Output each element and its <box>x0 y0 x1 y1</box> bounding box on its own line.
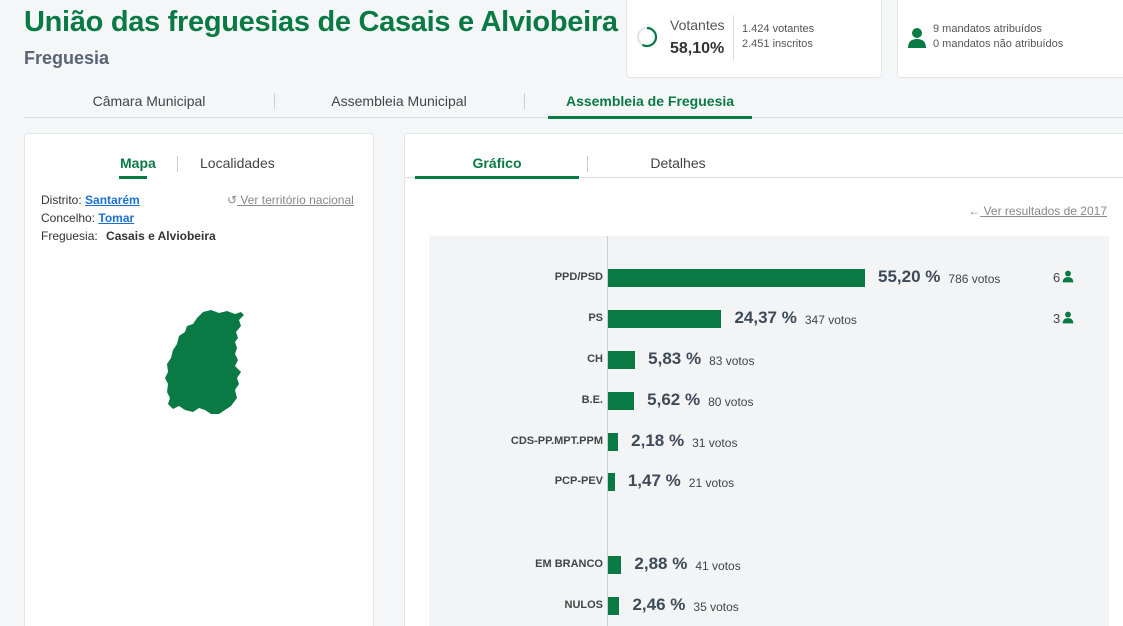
distrito-label: Distrito: <box>41 193 82 207</box>
page-subtitle: Freguesia <box>24 48 110 68</box>
bar-label: PS <box>588 312 603 324</box>
subtab-divider <box>405 177 1123 178</box>
concelho-label: Concelho: <box>41 211 96 225</box>
tab-grafico[interactable]: Gráfico <box>472 155 522 171</box>
tab-localidades[interactable]: Localidades <box>200 155 275 171</box>
bar-label: NULOS <box>564 599 604 611</box>
person-icon <box>908 28 926 48</box>
bar[interactable] <box>608 351 636 369</box>
bar-label: PCP-PEV <box>554 475 603 487</box>
bar[interactable] <box>608 310 722 328</box>
mandatos-card: 9 mandatos atribuídos 0 mandatos não atr… <box>897 0 1123 78</box>
chart-axis <box>607 236 608 626</box>
bar[interactable] <box>608 597 620 615</box>
freguesia-label: Freguesia: <box>41 229 98 243</box>
votantes-count: 1.424 votantes <box>742 23 815 35</box>
bar-value-label: 5,62 % <box>647 390 701 409</box>
tab-detalhes[interactable]: Detalhes <box>650 155 706 171</box>
bar-value-label: 55,20 % <box>878 267 941 286</box>
bar-value-label: 2,46 % <box>632 595 686 614</box>
bar-value-label: 24,37 % <box>734 308 797 327</box>
results-panel: Gráfico Detalhes ← Ver resultados de 201… <box>404 133 1123 626</box>
bar-value-label: 2,88 % <box>634 554 688 573</box>
tab-assembleia-freguesia[interactable]: Assembleia de Freguesia <box>548 88 752 119</box>
turnout-ring-icon <box>636 26 658 48</box>
tab-mapa[interactable]: Mapa <box>120 155 156 171</box>
bar-votes-label: 786 votos <box>948 272 1001 286</box>
national-territory-link-label: Ver território nacional <box>240 193 354 207</box>
bar-seats-count: 6 <box>1053 270 1061 285</box>
bar-seats-count: 3 <box>1053 311 1061 326</box>
bar-label: CDS-PP.MPT.PPM <box>510 435 603 447</box>
bar[interactable] <box>608 269 865 287</box>
bar-label: EM BRANCO <box>535 558 603 570</box>
bar-votes-label: 83 votos <box>709 354 755 368</box>
concelho-link[interactable]: Tomar <box>98 211 135 225</box>
tab-grafico-underline <box>415 176 579 179</box>
bar-votes-label: 41 votos <box>695 559 741 573</box>
tab-separator <box>274 93 275 109</box>
freguesia-map[interactable] <box>165 306 245 416</box>
votantes-percentage: 58,10% <box>670 40 725 57</box>
bar-votes-label: 35 votos <box>693 600 739 614</box>
distrito-link[interactable]: Santarém <box>85 193 140 207</box>
person-icon <box>1062 270 1074 283</box>
bar[interactable] <box>608 392 635 410</box>
bar[interactable] <box>608 556 622 574</box>
page-title: União das freguesias de Casais e Alviobe… <box>24 6 618 38</box>
bar-votes-label: 21 votos <box>688 476 735 490</box>
mandatos-atribuidos: 9 mandatos atribuídos <box>933 23 1042 35</box>
bar-votes-label: 347 votos <box>804 313 857 327</box>
votantes-label: Votantes <box>670 17 725 33</box>
bar[interactable] <box>608 473 615 491</box>
results-chart: PPD/PSD 55,20 % 786 votos 6 PS 24,37 % 347 vot… <box>429 236 1109 626</box>
election-tabs: Câmara Municipal Assembleia Municipal As… <box>24 88 1123 119</box>
previous-results-link[interactable]: ← Ver resultados de 2017 <box>968 204 1107 218</box>
person-icon <box>1062 311 1074 324</box>
bar-label: B.E. <box>581 394 603 406</box>
undo-icon: ↺ <box>227 193 238 207</box>
tab-separator <box>587 156 588 172</box>
tab-camara-municipal[interactable]: Câmara Municipal <box>92 93 206 109</box>
votantes-divider <box>733 15 734 61</box>
bar-label: PPD/PSD <box>554 271 603 283</box>
bar-label: CH <box>587 353 603 365</box>
tab-mapa-underline <box>119 176 147 179</box>
tab-assembleia-municipal[interactable]: Assembleia Municipal <box>331 93 467 109</box>
bar-value-label: 5,83 % <box>648 349 702 368</box>
freguesia-map-shape[interactable] <box>165 310 244 414</box>
tab-separator <box>524 93 525 109</box>
bar-value-label: 2,18 % <box>631 431 685 450</box>
national-territory-link[interactable]: ↺ Ver território nacional <box>227 193 354 207</box>
bar[interactable] <box>608 433 619 451</box>
inscritos-count: 2.451 inscritos <box>742 38 813 50</box>
votantes-card: Votantes 58,10% 1.424 votantes 2.451 ins… <box>626 0 882 78</box>
bar-votes-label: 31 votos <box>692 436 738 450</box>
arrow-left-icon: ← <box>968 204 981 218</box>
tab-separator <box>177 156 178 172</box>
concelho-row: Concelho: Tomar <box>41 211 134 225</box>
mandatos-nao-atribuidos: 0 mandatos não atribuídos <box>933 38 1064 50</box>
bar-seats: 6 <box>1053 270 1074 285</box>
previous-results-link-label: Ver resultados de 2017 <box>983 204 1107 218</box>
bar-seats: 3 <box>1053 311 1074 326</box>
freguesia-value: Casais e Alviobeira <box>106 229 216 243</box>
freguesia-row: Freguesia: Casais e Alviobeira <box>41 229 216 243</box>
bar-votes-label: 80 votos <box>708 395 754 409</box>
distrito-row: Distrito: Santarém <box>41 193 140 207</box>
map-panel: Mapa Localidades Distrito: Santarém Conc… <box>24 133 374 626</box>
bar-value-label: 1,47 % <box>627 471 681 490</box>
